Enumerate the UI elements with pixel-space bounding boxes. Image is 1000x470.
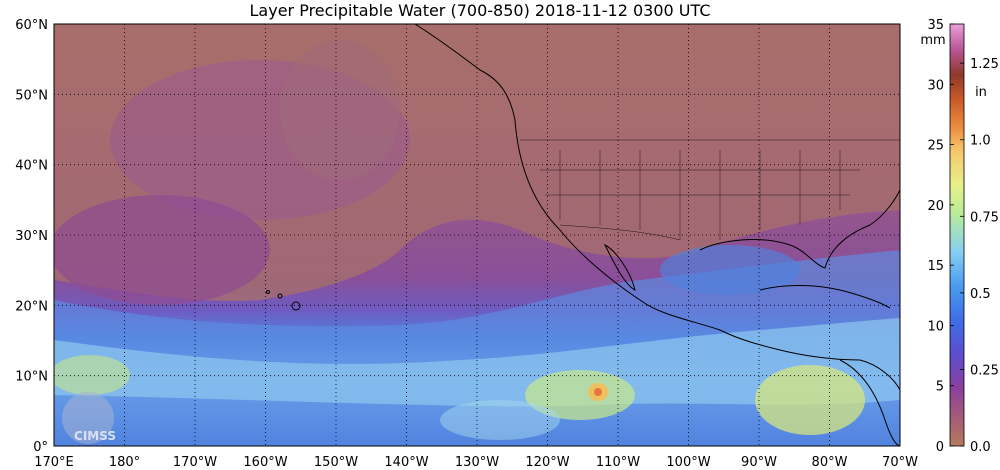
latitude-labels: 60°N 50°N 40°N 30°N 20°N 10°N 0° bbox=[15, 18, 48, 455]
colorbar-in-ticks: 1.25 1.0 0.75 0.5 0.25 0.0 bbox=[960, 57, 999, 455]
data-field bbox=[54, 24, 900, 446]
lon-label: 110°W bbox=[596, 455, 640, 470]
colorbar-in-label: 1.25 bbox=[970, 57, 999, 72]
lon-label: 140°W bbox=[384, 455, 428, 470]
lon-label: 170°W bbox=[173, 455, 217, 470]
lon-label: 130°W bbox=[455, 455, 499, 470]
colorbar-mm-label: 10 bbox=[927, 319, 944, 334]
colorbar-in-label: 0.25 bbox=[970, 363, 999, 378]
colorbar-in-label: 0.0 bbox=[970, 440, 991, 455]
south-america-coast bbox=[839, 359, 900, 446]
colorbar-mm-unit: mm bbox=[920, 33, 945, 48]
logo-text: CIMSS bbox=[74, 429, 116, 443]
moist-patch-central bbox=[525, 370, 635, 420]
lat-label: 30°N bbox=[15, 229, 48, 244]
lat-label: 0° bbox=[33, 440, 48, 455]
lon-label: 120°W bbox=[525, 455, 569, 470]
colorbar-mm-label: 5 bbox=[936, 380, 944, 395]
west-coast bbox=[414, 24, 900, 391]
colorbar-in-label: 0.5 bbox=[970, 287, 991, 302]
colorbar-mm-label: 25 bbox=[927, 139, 944, 154]
map-frame bbox=[53, 23, 901, 447]
us-mexico-border bbox=[559, 224, 681, 241]
gulf-moisture bbox=[660, 245, 800, 295]
graticule bbox=[54, 24, 900, 446]
moist-patch-south bbox=[440, 400, 560, 440]
baja bbox=[603, 243, 636, 291]
pacific-swirl-core bbox=[280, 40, 400, 180]
hawaii bbox=[266, 290, 301, 311]
logo-globe bbox=[62, 392, 114, 444]
colorbar-in-label: 1.0 bbox=[970, 134, 991, 149]
colorbar-mm-label: 30 bbox=[927, 78, 944, 93]
lon-label: 170°E bbox=[34, 455, 74, 470]
lon-label: 90°W bbox=[741, 455, 777, 470]
subtropical-purple bbox=[54, 195, 270, 305]
lat-label: 40°N bbox=[15, 159, 48, 174]
state-lines-horizontal bbox=[540, 169, 860, 196]
lon-label: 180° bbox=[109, 455, 140, 470]
lon-label: 80°W bbox=[812, 455, 848, 470]
colorbar-mm-label: 0 bbox=[936, 440, 944, 455]
gulf-coast bbox=[699, 189, 900, 269]
coastlines bbox=[414, 24, 900, 446]
colorbar-mm-label: 35 bbox=[927, 18, 944, 33]
political-borders bbox=[520, 139, 900, 241]
lat-label: 50°N bbox=[15, 88, 48, 103]
colorbar-mm-label: 15 bbox=[927, 259, 944, 274]
lat-label: 10°N bbox=[15, 370, 48, 385]
lon-label: 150°W bbox=[314, 455, 358, 470]
lon-label: 70°W bbox=[882, 455, 918, 470]
lat-label: 20°N bbox=[15, 299, 48, 314]
longitude-labels: 170°E 180° 170°W 160°W 150°W 140°W 130°W 120°W 1… bbox=[34, 455, 918, 470]
colorbar-in-unit: in bbox=[975, 85, 987, 100]
lat-label: 60°N bbox=[15, 18, 48, 33]
storm-center bbox=[594, 388, 602, 396]
moist-patch-west bbox=[54, 355, 130, 395]
lon-label: 160°W bbox=[243, 455, 287, 470]
cimss-logo: CIMSS bbox=[62, 392, 116, 444]
colorbar-mm-ticks: 35 30 25 20 15 10 5 0 bbox=[927, 18, 954, 455]
moist-patch-east bbox=[755, 365, 865, 435]
colorbar-ramp bbox=[949, 23, 965, 447]
map-title: Layer Precipitable Water (700-850) 2018-… bbox=[249, 1, 711, 20]
caribbean-islands bbox=[759, 285, 891, 309]
lon-label: 100°W bbox=[666, 455, 710, 470]
colorbar-in-label: 0.75 bbox=[970, 210, 999, 225]
colorbar-mm-label: 20 bbox=[927, 199, 944, 214]
